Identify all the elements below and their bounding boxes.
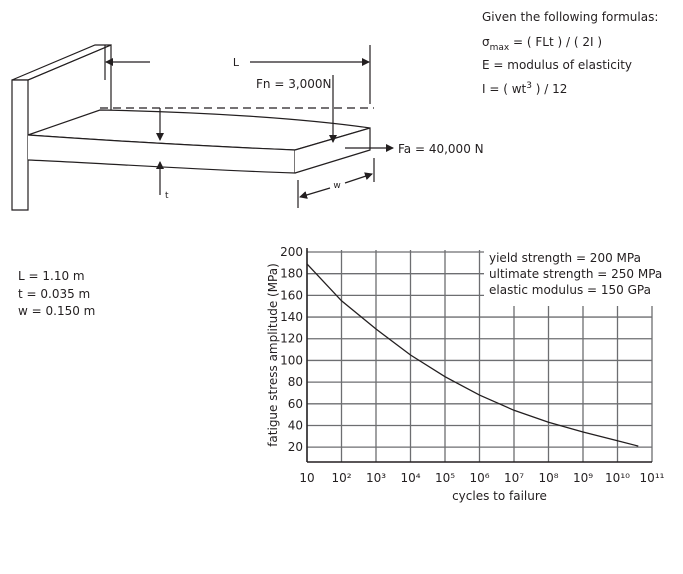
x-tick-label: 10⁸ [538, 471, 558, 485]
sn-chart: 20 40 60 80 100 120 140 160 180 200 10 10² 10³ 10⁴ 10⁵… [266, 245, 665, 503]
y-tick-label: 200 [280, 245, 303, 259]
y-tick-label: 80 [288, 375, 303, 389]
sigma-formula: σmax = ( FLt ) / ( 2I ) [482, 35, 602, 53]
parameter: L = 1.10 m [18, 269, 85, 283]
beam-drawing [11, 44, 394, 211]
x-tick-label: 10¹⁰ [605, 471, 630, 485]
wall-front [11, 79, 29, 211]
y-tick-label: 180 [280, 267, 303, 281]
axial-force-label: Fa = 40,000 N [398, 142, 484, 156]
x-tick-label: 10 [299, 471, 314, 485]
y-tick-label: 40 [288, 418, 303, 432]
expression: = ( FLt ) / ( 2I ) [509, 35, 602, 49]
x-tick-label: 10⁶ [469, 471, 489, 485]
curve [306, 263, 639, 447]
wall-top [11, 44, 112, 81]
annotation-box [484, 248, 656, 306]
y-tick-label: 20 [288, 440, 303, 454]
x-axis-title: cycles to failure [452, 489, 547, 503]
superscript: 3 [526, 81, 532, 91]
symbol: σ [482, 35, 490, 49]
inertia-formula: I = ( wt3 ) / 12 [482, 81, 567, 96]
annotation: ultimate strength = 250 MPa [489, 267, 662, 281]
width-arrow [344, 172, 373, 184]
x-tick-label: 10² [331, 471, 351, 485]
y-tick-label: 100 [280, 353, 303, 367]
thickness-label: t [165, 191, 169, 201]
y-tick-label: 140 [280, 310, 303, 324]
x-tick-label: 10⁴ [400, 471, 420, 485]
x-tick-label: 10⁹ [573, 471, 593, 485]
annotation: yield strength = 200 MPa [489, 251, 641, 265]
parameter: w = 0.150 m [18, 304, 95, 318]
wall-side [27, 44, 112, 110]
width-label: w [333, 181, 340, 191]
length-label: L [233, 56, 240, 69]
y-tick-label: 120 [280, 332, 303, 346]
y-tick-label: 60 [288, 397, 303, 411]
y-tick-label: 160 [280, 288, 303, 302]
y-axis-title: fatigue stress amplitude (MPa) [266, 263, 280, 447]
parameter: t = 0.035 m [18, 287, 90, 301]
normal-force-label: Fn = 3,000N [256, 77, 332, 91]
width-arrow [299, 187, 331, 199]
x-tick-label: 10⁷ [504, 471, 524, 485]
start: I = ( wt [482, 82, 527, 96]
x-tick-label: 10⁵ [435, 471, 455, 485]
end: ) / 12 [532, 82, 567, 96]
formulas-heading: Given the following formulas: [482, 10, 658, 24]
x-tick-label: 10³ [366, 471, 386, 485]
modulus-formula: E = modulus of elasticity [482, 58, 632, 72]
subscript: max [490, 43, 510, 53]
annotation: elastic modulus = 150 GPa [489, 283, 651, 297]
x-tick-label: 10¹¹ [640, 471, 665, 485]
